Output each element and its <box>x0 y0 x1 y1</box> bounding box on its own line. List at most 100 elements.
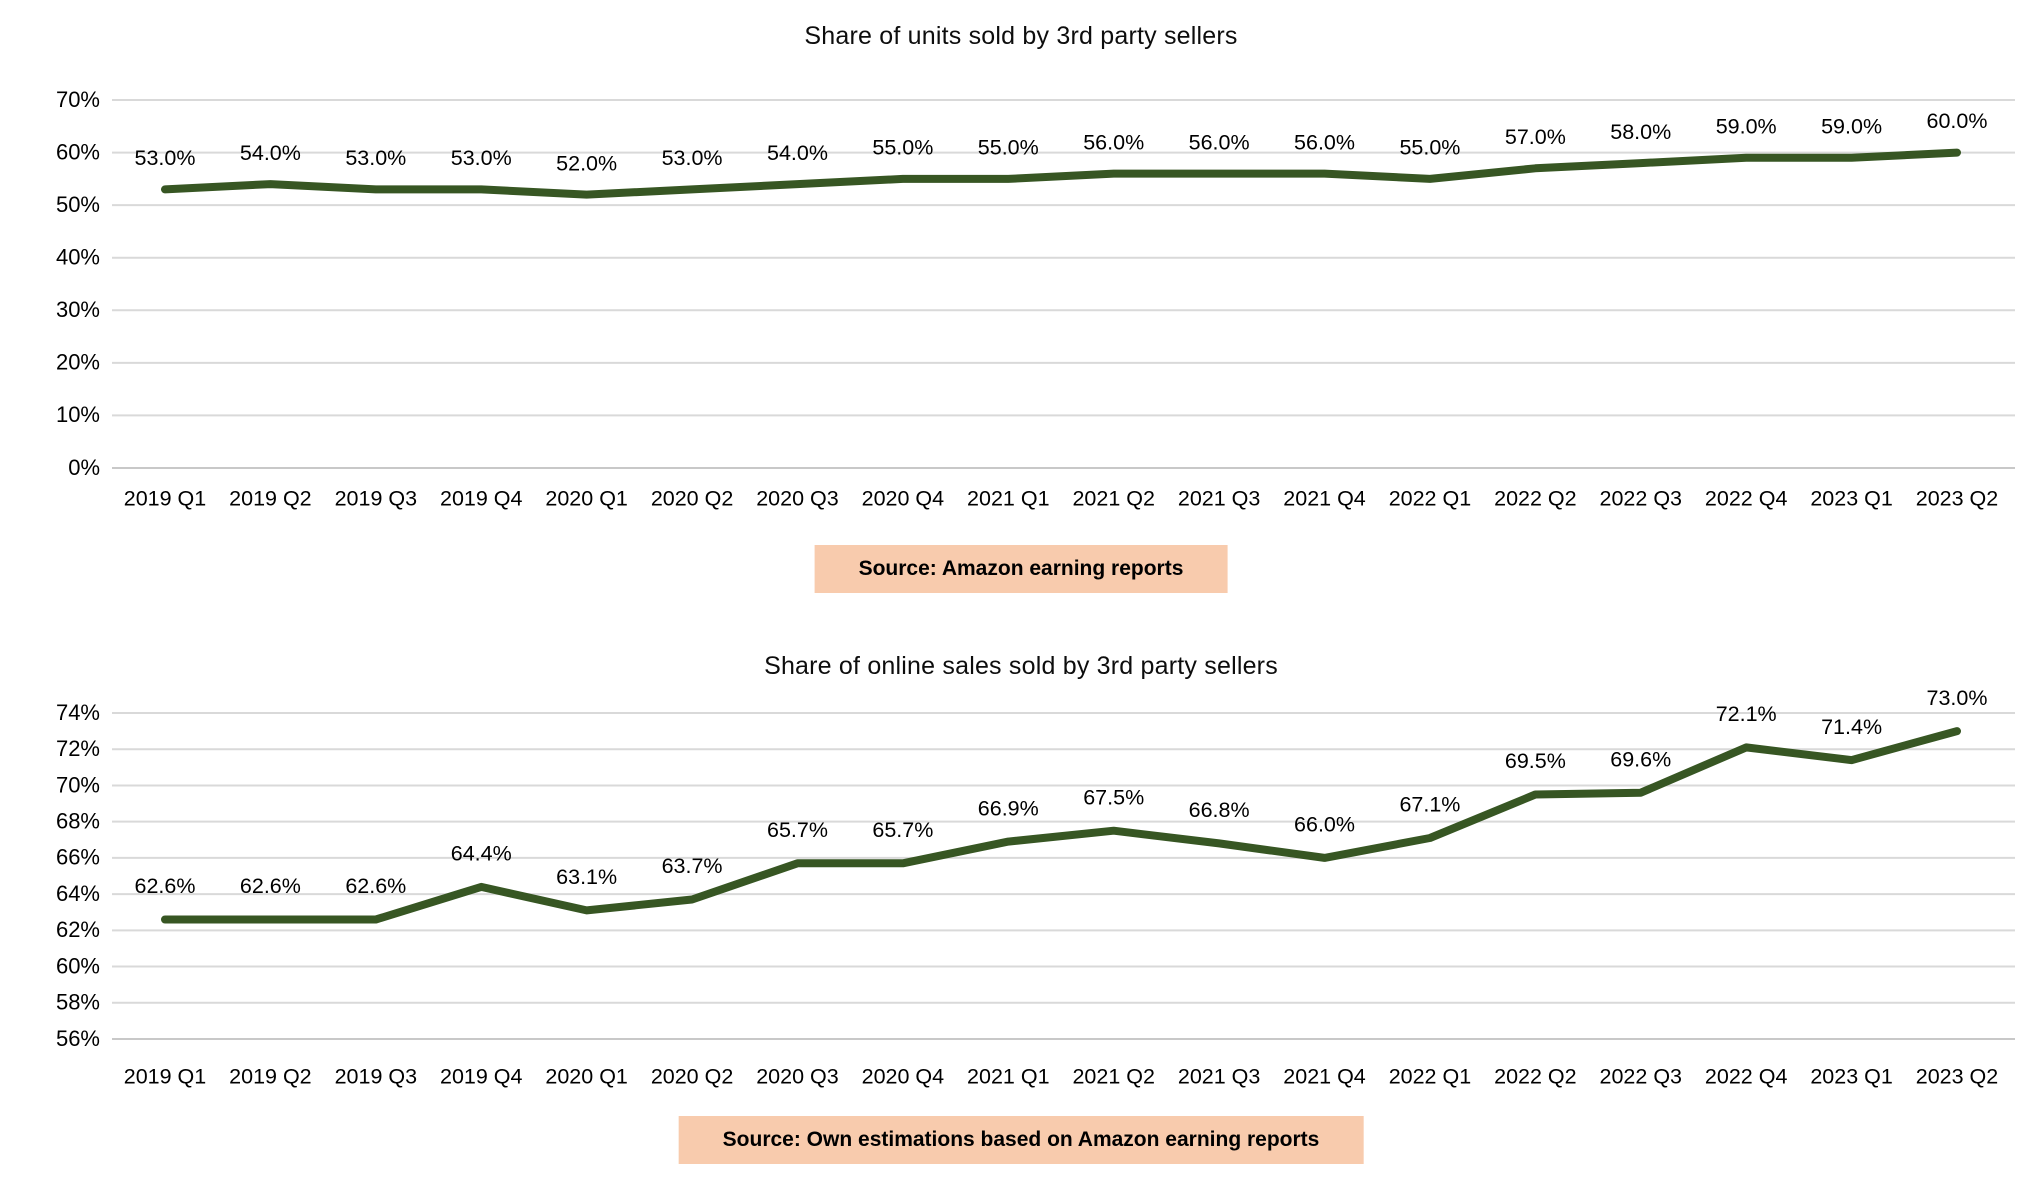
point-data-label: 62.6% <box>240 874 301 898</box>
y-axis-tick-label: 60% <box>56 953 100 978</box>
point-data-label: 54.0% <box>767 141 828 165</box>
point-data-label: 73.0% <box>1927 686 1988 710</box>
x-axis-category-label: 2022 Q1 <box>1389 487 1471 511</box>
point-data-label: 53.0% <box>451 146 512 170</box>
point-data-label: 52.0% <box>556 151 617 175</box>
y-axis-tick-label: 72% <box>56 736 100 761</box>
x-axis-category-label: 2020 Q1 <box>545 487 627 511</box>
point-data-label: 71.4% <box>1821 715 1882 739</box>
y-axis-tick-label: 70% <box>56 87 100 112</box>
x-axis-category-label: 2022 Q3 <box>1600 487 1683 511</box>
point-data-label: 56.0% <box>1294 130 1355 154</box>
x-axis-category-label: 2019 Q3 <box>335 1065 418 1089</box>
x-axis-category-label: 2023 Q1 <box>1810 487 1892 511</box>
source-badge: Source: Amazon earning reports <box>814 545 1228 593</box>
y-axis-tick-label: 0% <box>68 455 100 480</box>
x-axis-category-label: 2019 Q1 <box>124 487 206 511</box>
x-axis-category-label: 2021 Q2 <box>1072 1065 1154 1089</box>
point-data-label: 53.0% <box>345 146 406 170</box>
point-data-label: 53.0% <box>135 146 196 170</box>
point-data-label: 67.5% <box>1083 785 1144 809</box>
x-axis-category-label: 2020 Q3 <box>756 1065 839 1089</box>
x-axis-category-label: 2020 Q1 <box>545 1065 627 1089</box>
point-data-label: 55.0% <box>1399 136 1460 160</box>
x-axis-category-label: 2022 Q4 <box>1705 487 1788 511</box>
x-axis-category-label: 2021 Q4 <box>1283 487 1366 511</box>
x-axis-category-label: 2021 Q1 <box>967 1065 1049 1089</box>
source-badge-label: Source: Amazon earning reports <box>858 557 1184 580</box>
point-data-label: 65.7% <box>872 818 933 842</box>
x-axis-category-label: 2019 Q2 <box>229 1065 311 1089</box>
x-axis-category-label: 2022 Q2 <box>1494 1065 1576 1089</box>
point-data-label: 59.0% <box>1821 115 1882 139</box>
point-data-label: 56.0% <box>1083 130 1144 154</box>
point-data-label: 64.4% <box>451 842 512 866</box>
x-axis-category-label: 2019 Q1 <box>124 1065 206 1089</box>
point-data-label: 56.0% <box>1189 130 1250 154</box>
y-axis-tick-label: 40% <box>56 245 100 270</box>
series-line <box>161 727 1961 924</box>
x-axis-category-label: 2020 Q3 <box>756 487 839 511</box>
point-data-label: 63.7% <box>662 854 723 878</box>
x-axis-category-label: 2022 Q4 <box>1705 1065 1788 1089</box>
x-axis-category-label: 2023 Q1 <box>1810 1065 1892 1089</box>
y-axis-tick-label: 70% <box>56 772 100 797</box>
y-axis-tick-label: 56% <box>56 1026 100 1051</box>
point-data-label: 59.0% <box>1716 115 1777 139</box>
x-axis-category-label: 2020 Q4 <box>862 487 945 511</box>
source-badge-label: Source: Own estimations based on Amazon … <box>722 1128 1320 1151</box>
y-axis-tick-label: 10% <box>56 402 100 427</box>
y-axis-tick-label: 20% <box>56 350 100 375</box>
y-axis-tick-label: 62% <box>56 917 100 942</box>
x-axis-category-label: 2020 Q2 <box>651 487 733 511</box>
units-chart-title: Share of units sold by 3rd party sellers <box>804 22 1238 50</box>
point-data-label: 58.0% <box>1610 120 1671 144</box>
point-data-label: 67.1% <box>1399 793 1460 817</box>
x-axis-category-label: 2022 Q1 <box>1389 1065 1471 1089</box>
y-axis-tick-label: 64% <box>56 881 100 906</box>
point-data-label: 60.0% <box>1927 109 1988 133</box>
point-data-label: 66.9% <box>978 796 1039 820</box>
point-data-label: 66.8% <box>1189 798 1250 822</box>
point-data-label: 62.6% <box>135 874 196 898</box>
x-axis-category-label: 2021 Q3 <box>1178 487 1261 511</box>
point-data-label: 53.0% <box>662 146 723 170</box>
y-axis-tick-label: 50% <box>56 192 100 217</box>
x-axis-category-label: 2023 Q2 <box>1916 487 1998 511</box>
x-axis-category-label: 2021 Q4 <box>1283 1065 1366 1089</box>
point-data-label: 55.0% <box>978 136 1039 160</box>
units-line-chart: 0% 10% 20% 30% 40% 50% 60% 70% 2019 Q1 2019 Q2 201… <box>56 87 2015 511</box>
y-axis-tick-label: 30% <box>56 297 100 322</box>
x-axis-category-label: 2022 Q2 <box>1494 487 1576 511</box>
series-line <box>161 148 1961 199</box>
x-axis-category-label: 2020 Q4 <box>862 1065 945 1089</box>
point-data-label: 72.1% <box>1716 702 1777 726</box>
point-data-label: 62.6% <box>345 874 406 898</box>
x-axis-category-label: 2019 Q4 <box>440 487 523 511</box>
x-axis-category-label: 2019 Q3 <box>335 487 418 511</box>
x-axis-category-label: 2019 Q2 <box>229 487 311 511</box>
y-axis-tick-label: 60% <box>56 139 100 164</box>
point-data-label: 63.1% <box>556 865 617 889</box>
x-axis-category-label: 2022 Q3 <box>1600 1065 1683 1089</box>
online-sales-chart-title: Share of online sales sold by 3rd party … <box>764 652 1278 680</box>
x-axis-category-label: 2020 Q2 <box>651 1065 733 1089</box>
x-axis-category-label: 2023 Q2 <box>1916 1065 1998 1089</box>
point-data-label: 57.0% <box>1505 125 1566 149</box>
x-axis-category-label: 2021 Q3 <box>1178 1065 1261 1089</box>
source-badge: Source: Own estimations based on Amazon … <box>678 1116 1364 1164</box>
point-data-label: 54.0% <box>240 141 301 165</box>
y-axis-tick-label: 66% <box>56 845 100 870</box>
online-sales-line-chart: 56% 58% 60% 62% 64% 66% 68% 70% 72% 74% 2019 Q1 201… <box>56 686 2015 1089</box>
y-axis-tick-label: 58% <box>56 990 100 1015</box>
y-axis-tick-label: 68% <box>56 808 100 833</box>
point-data-label: 65.7% <box>767 818 828 842</box>
point-data-label: 69.6% <box>1610 747 1671 771</box>
x-axis-category-label: 2019 Q4 <box>440 1065 523 1089</box>
point-data-label: 69.5% <box>1505 749 1566 773</box>
point-data-label: 55.0% <box>872 136 933 160</box>
x-axis-category-label: 2021 Q2 <box>1072 487 1154 511</box>
x-axis-category-label: 2021 Q1 <box>967 487 1049 511</box>
y-axis-tick-label: 74% <box>56 700 100 725</box>
